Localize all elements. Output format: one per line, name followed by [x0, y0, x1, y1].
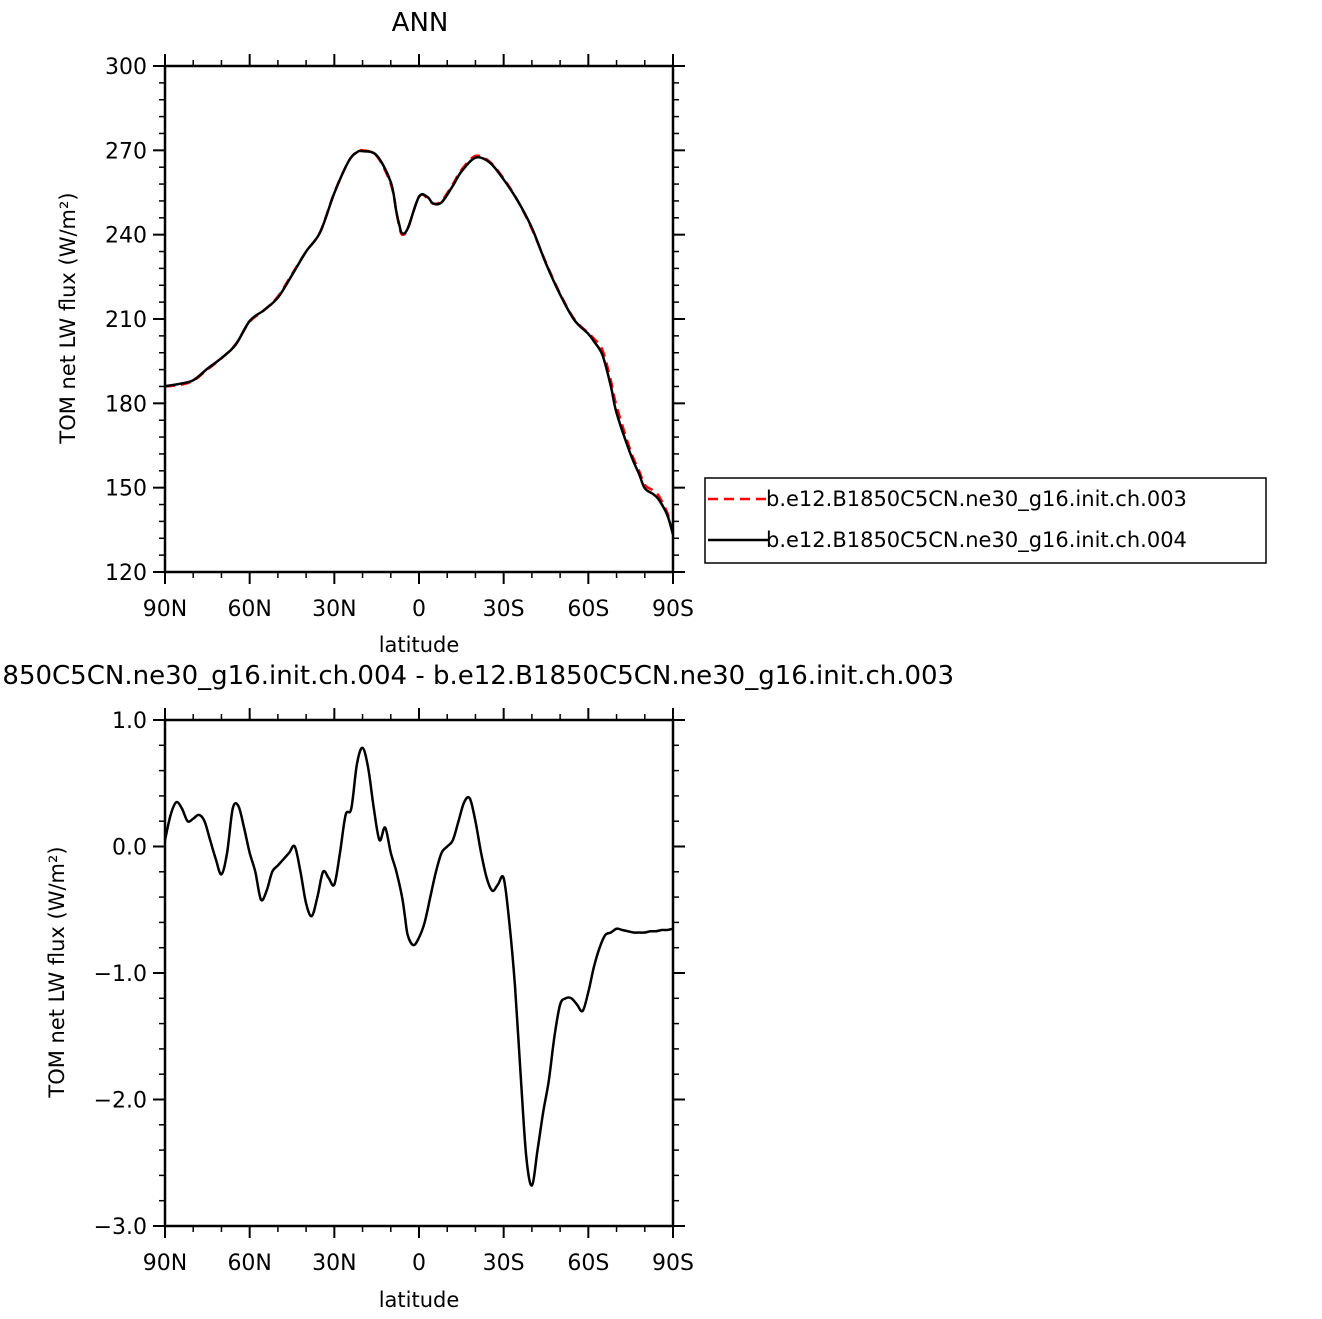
legend: b.e12.B1850C5CN.ne30_g16.init.ch.003 b.e…	[704, 477, 1267, 564]
x-tick-label: 60S	[567, 597, 609, 622]
y-tick-label: 1.0	[112, 709, 147, 734]
plot-frame	[163, 718, 675, 1228]
top-panel-title: ANN	[392, 8, 449, 38]
legend-box	[704, 477, 1267, 564]
top-panel: ANN 90N 60N 30N 0 30S 60S 90S 120 150 180 210 240 27…	[56, 8, 1267, 657]
bottom-panel-lines	[163, 746, 674, 1187]
top-panel-xlabel: latitude	[379, 633, 460, 657]
x-tick-label: 90N	[143, 1251, 187, 1276]
x-tick-label: 60N	[227, 1251, 271, 1276]
plot-frame	[163, 64, 675, 574]
x-tick-label: 30N	[312, 1251, 356, 1276]
x-tick-label: 90S	[652, 597, 694, 622]
series-line-0	[164, 148, 675, 533]
top-panel-ylabel: TOM net LW flux (W/m²)	[56, 192, 80, 444]
y-tick-label: −3.0	[94, 1215, 147, 1240]
legend-label-ch004: b.e12.B1850C5CN.ne30_g16.init.ch.004	[766, 528, 1187, 553]
x-tick-label: 90N	[143, 597, 187, 622]
x-tick-label: 30S	[483, 1251, 525, 1276]
y-tick-label: 0.0	[112, 836, 147, 861]
bottom-panel-xlabel: latitude	[379, 1288, 460, 1312]
x-tick-label: 0	[412, 1251, 426, 1276]
y-tick-label: 240	[105, 224, 147, 249]
x-tick-label: 30N	[312, 597, 356, 622]
x-tick-label: 60N	[227, 597, 271, 622]
series-line-1	[164, 149, 675, 535]
legend-label-ch003: b.e12.B1850C5CN.ne30_g16.init.ch.003	[766, 487, 1187, 512]
bottom-panel: b.e12.B1850C5CN.ne30_g16.init.ch.004 - b…	[0, 661, 954, 1312]
top-panel-axes: 90N 60N 30N 0 30S 60S 90S 120 150 180 210 240 270 300	[105, 54, 694, 622]
y-tick-label: 150	[105, 477, 147, 502]
y-tick-label: −1.0	[94, 962, 147, 987]
y-tick-label: 180	[105, 392, 147, 417]
y-tick-label: 210	[105, 308, 147, 333]
bottom-panel-ylabel: TOM net LW flux (W/m²)	[45, 846, 69, 1098]
series-line-0	[163, 746, 674, 1187]
bottom-panel-title: b.e12.B1850C5CN.ne30_g16.init.ch.004 - b…	[0, 661, 954, 691]
y-tick-label: 120	[105, 561, 147, 586]
x-tick-label: 90S	[652, 1251, 694, 1276]
x-tick-label: 60S	[567, 1251, 609, 1276]
y-tick-label: 270	[105, 139, 147, 164]
x-tick-label: 0	[412, 597, 426, 622]
y-tick-label: 300	[105, 55, 147, 80]
top-panel-lines	[164, 148, 675, 535]
bottom-panel-axes: 90N 60N 30N 0 30S 60S 90S −3.0 −2.0 −1.0 0.0 1.0	[94, 708, 694, 1276]
x-tick-label: 30S	[483, 597, 525, 622]
y-tick-label: −2.0	[94, 1089, 147, 1114]
